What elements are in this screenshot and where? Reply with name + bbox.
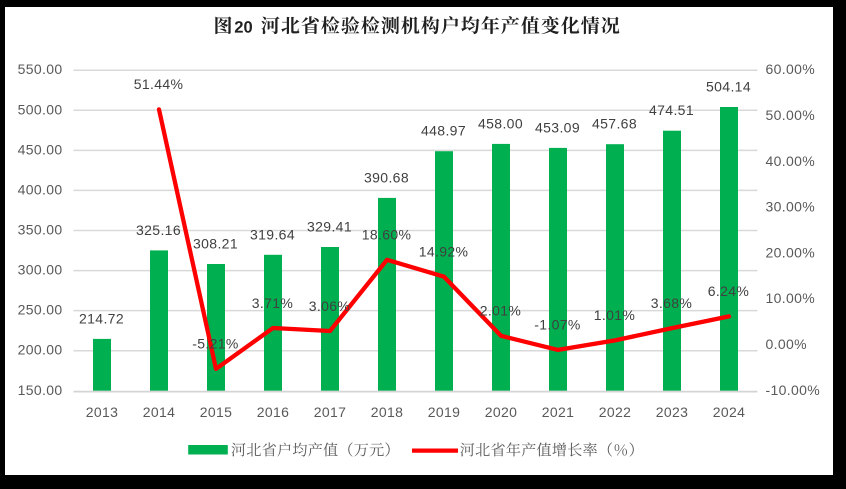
svg-text:400.00: 400.00 xyxy=(18,181,63,197)
svg-text:2.01%: 2.01% xyxy=(480,303,521,319)
svg-text:30.00%: 30.00% xyxy=(766,199,816,215)
svg-text:350.00: 350.00 xyxy=(18,222,63,238)
svg-text:150.00: 150.00 xyxy=(18,382,63,398)
svg-text:457.68: 457.68 xyxy=(592,116,637,132)
svg-text:2016: 2016 xyxy=(257,404,290,420)
svg-text:10.00%: 10.00% xyxy=(766,290,816,306)
svg-text:319.64: 319.64 xyxy=(250,226,295,242)
svg-text:390.68: 390.68 xyxy=(364,169,409,185)
svg-text:50.00%: 50.00% xyxy=(766,107,816,123)
svg-text:2013: 2013 xyxy=(86,404,119,420)
svg-text:-10.00%: -10.00% xyxy=(766,382,821,398)
svg-text:2023: 2023 xyxy=(656,404,689,420)
svg-text:60.00%: 60.00% xyxy=(766,61,816,77)
svg-text:0.00%: 0.00% xyxy=(766,336,807,352)
svg-text:474.51: 474.51 xyxy=(649,102,694,118)
svg-text:14.92%: 14.92% xyxy=(419,244,469,260)
svg-text:20.00%: 20.00% xyxy=(766,244,816,260)
svg-text:200.00: 200.00 xyxy=(18,342,63,358)
svg-text:3.06%: 3.06% xyxy=(309,298,350,314)
svg-text:18.60%: 18.60% xyxy=(362,227,412,243)
svg-text:3.71%: 3.71% xyxy=(252,295,293,311)
svg-text:504.14: 504.14 xyxy=(706,79,751,95)
svg-text:2022: 2022 xyxy=(599,404,632,420)
svg-text:51.44%: 51.44% xyxy=(134,76,184,92)
svg-text:-5.21%: -5.21% xyxy=(192,336,238,352)
svg-text:2017: 2017 xyxy=(314,404,347,420)
svg-text:300.00: 300.00 xyxy=(18,262,63,278)
svg-text:325.16: 325.16 xyxy=(136,222,181,238)
svg-text:2021: 2021 xyxy=(542,404,575,420)
svg-text:450.00: 450.00 xyxy=(18,141,63,157)
svg-text:329.41: 329.41 xyxy=(307,219,352,235)
svg-text:3.68%: 3.68% xyxy=(651,295,692,311)
svg-text:214.72: 214.72 xyxy=(79,310,124,326)
svg-text:2020: 2020 xyxy=(485,404,518,420)
svg-text:2018: 2018 xyxy=(371,404,404,420)
svg-text:453.09: 453.09 xyxy=(535,119,580,135)
svg-text:308.21: 308.21 xyxy=(193,236,238,252)
svg-text:1.01%: 1.01% xyxy=(594,307,635,323)
svg-text:2015: 2015 xyxy=(200,404,233,420)
svg-text:550.00: 550.00 xyxy=(18,61,63,77)
svg-text:500.00: 500.00 xyxy=(18,101,63,117)
svg-text:448.97: 448.97 xyxy=(421,123,466,139)
svg-text:250.00: 250.00 xyxy=(18,302,63,318)
svg-text:2024: 2024 xyxy=(713,404,746,420)
svg-text:-1.07%: -1.07% xyxy=(534,317,580,333)
svg-text:458.00: 458.00 xyxy=(478,115,523,131)
svg-text:2014: 2014 xyxy=(143,404,176,420)
svg-text:2019: 2019 xyxy=(428,404,461,420)
svg-text:6.24%: 6.24% xyxy=(708,283,749,299)
svg-text:40.00%: 40.00% xyxy=(766,153,816,169)
